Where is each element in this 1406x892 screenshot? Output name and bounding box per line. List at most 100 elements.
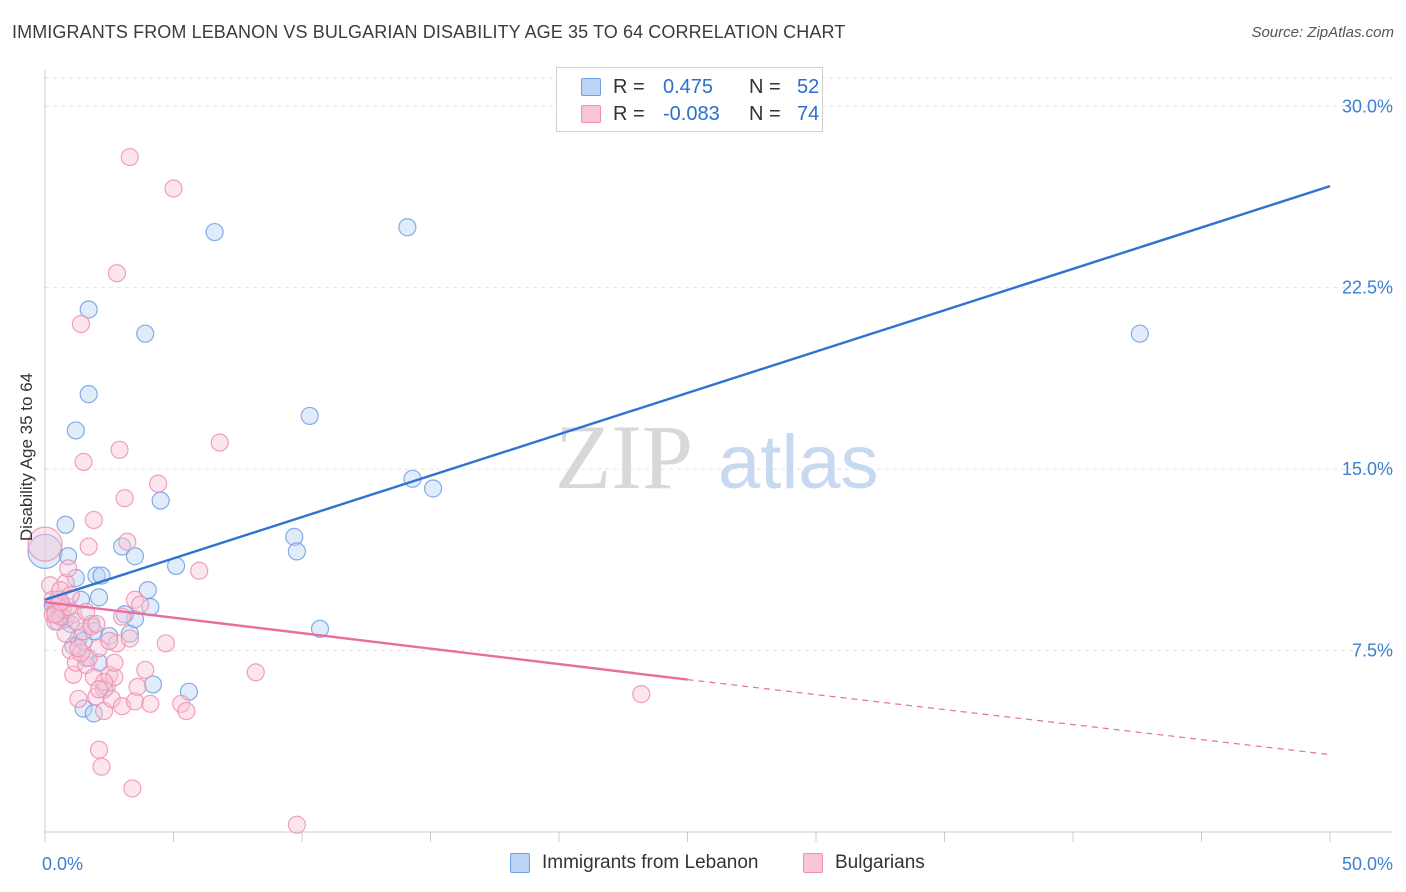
point-bulgarians [41,576,60,595]
watermark-zip: ZIP [555,406,693,508]
point-lebanon [79,385,98,404]
point-bulgarians [79,537,98,556]
legend-swatch-lebanon [510,853,530,873]
r-label: R = [613,102,645,125]
point-bulgarians [120,629,139,648]
point-bulgarians [210,433,229,452]
point-bulgarians [105,668,124,687]
point-lebanon [84,622,103,641]
point-bulgarians [59,559,78,578]
y-tick-label: 7.5% [1352,641,1393,661]
point-bulgarians [164,179,183,198]
point-bulgarians [118,532,137,551]
y-tick-label: 15.0% [1342,459,1393,479]
n-label: N = [749,102,781,125]
point-lebanon [66,568,85,588]
point-lebanon [27,533,63,569]
point-lebanon [205,222,224,242]
point-bulgarians [190,561,209,580]
point-lebanon [1130,324,1149,343]
point-lebanon [56,515,75,534]
n-value: 74 [797,102,820,125]
trend-line-lebanon [44,184,1331,601]
trend-line-bulgarians-extension [687,679,1331,756]
point-lebanon [143,675,163,694]
trend-lines [44,184,1331,756]
stats-legend: R = 0.475 N = 52 R = -0.083 N = 74 [556,67,823,132]
r-label: R = [613,75,645,98]
y-axis-label: Disability Age 35 to 64 [17,373,36,541]
point-bulgarians [27,526,63,562]
legend-swatch-lebanon [581,78,601,96]
point-lebanon [398,218,417,237]
y-tick-label: 22.5% [1342,278,1393,298]
x-tick-label: 0.0% [42,854,83,874]
point-lebanon [136,324,155,343]
point-lebanon [287,542,306,561]
point-bulgarians [177,701,196,721]
point-bulgarians [110,440,129,459]
watermark-atlas: atlas [718,420,879,505]
legend-row-bulgarians: R = -0.083 N = 74 [581,102,819,126]
chart-title: IMMIGRANTS FROM LEBANON VS BULGARIAN DIS… [12,22,846,42]
point-bulgarians [125,692,145,711]
r-value: -0.083 [663,102,720,125]
n-label: N = [749,75,781,98]
point-lebanon [112,537,132,556]
trend-line-bulgarians [44,600,688,681]
point-bulgarians [46,605,65,624]
point-lebanon [125,547,145,566]
legend-label-bulgarians: Bulgarians [835,852,925,873]
legend-swatch-bulgarians [803,853,823,873]
point-bulgarians [123,779,142,798]
point-bulgarians [128,677,147,696]
point-bulgarians [100,631,119,650]
point-lebanon [423,479,443,498]
point-bulgarians [148,474,168,493]
point-bulgarians [71,643,91,663]
point-bulgarians [84,668,103,687]
legend-item-lebanon[interactable]: Immigrants from Lebanon [510,852,759,874]
point-bulgarians [89,680,109,699]
point-bulgarians [69,689,88,709]
point-bulgarians [107,264,127,283]
point-bulgarians [92,757,111,776]
point-lebanon [74,699,93,718]
r-value: 0.475 [663,75,714,98]
point-lebanon [66,421,85,440]
point-bulgarians [156,634,175,653]
point-bulgarians [84,510,103,530]
point-lebanon [151,491,170,510]
legend-label-lebanon: Immigrants from Lebanon [542,852,759,873]
point-bulgarians [69,639,88,658]
point-bulgarians [89,639,109,658]
x-tick-label: 50.0% [1342,854,1393,874]
point-bulgarians [130,595,150,614]
legend-row-lebanon: R = 0.475 N = 52 [581,75,819,99]
point-bulgarians [74,452,93,471]
point-bulgarians [89,740,109,759]
point-lebanon [89,588,109,607]
point-bulgarians [115,489,134,508]
source-label: Source: ZipAtlas.com [1251,24,1394,41]
point-bulgarians [125,590,145,609]
point-lebanon [79,300,98,319]
point-bulgarians [632,685,651,704]
legend-swatch-bulgarians [581,105,601,123]
point-bulgarians [141,694,160,713]
point-lebanon [310,619,330,638]
point-bulgarians [105,653,124,672]
grid [45,77,1392,652]
legend-item-bulgarians[interactable]: Bulgarians [803,852,925,874]
point-lebanon [285,527,304,546]
point-bulgarians [120,147,139,167]
point-lebanon [300,406,319,426]
point-bulgarians [71,314,91,334]
point-bulgarians [246,663,265,682]
point-bulgarians [102,689,121,709]
point-lebanon [115,605,134,624]
x-tick-labels: 0.0% 50.0% [42,854,1393,874]
data-points [27,147,1149,834]
n-value: 52 [797,75,820,98]
